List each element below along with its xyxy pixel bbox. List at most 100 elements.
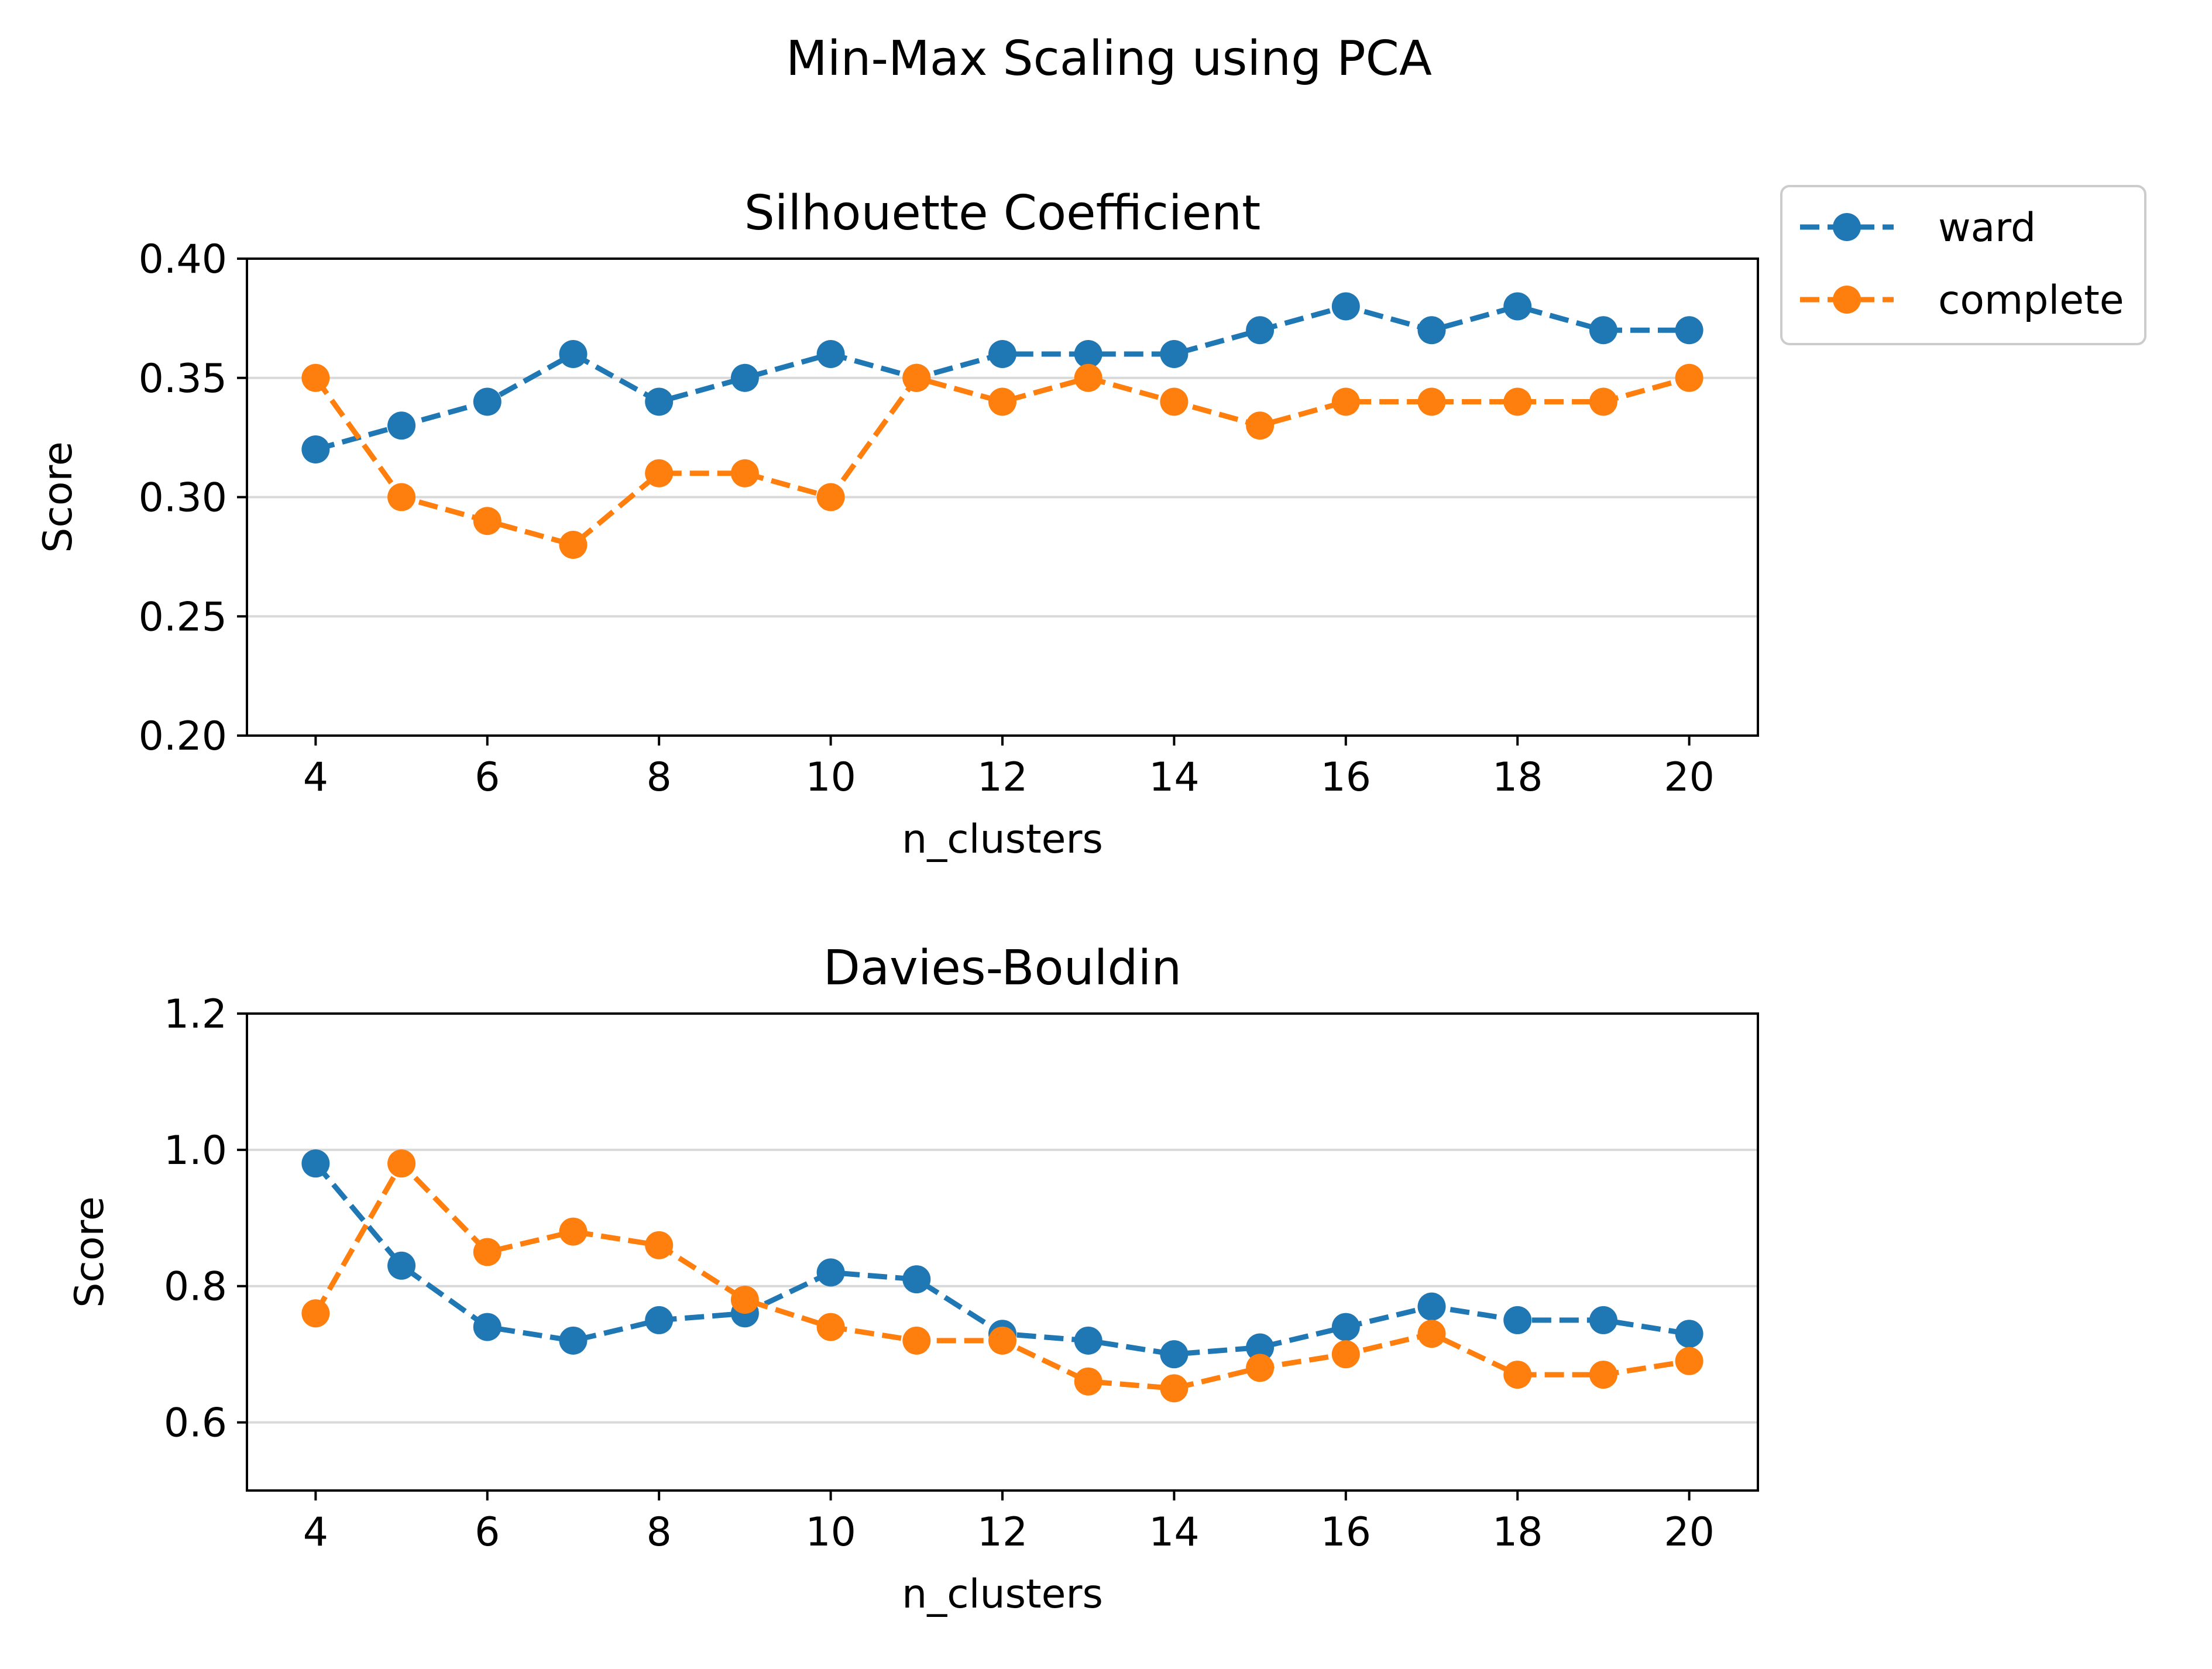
x-tick-label: 12: [977, 1509, 1028, 1555]
subplot-1: 4 6 8 10 12 14 16 18 20 0.20 0.25 0.30 0.35 0.40 Silho…: [35, 186, 1759, 863]
data-point-complete: [730, 459, 759, 487]
data-point-ward: [816, 340, 845, 368]
data-point-ward: [730, 363, 759, 392]
data-point-ward: [1074, 340, 1102, 368]
data-point-ward: [988, 340, 1016, 368]
data-point-ward: [1074, 1326, 1102, 1355]
legend-label-ward: ward: [1938, 205, 2036, 251]
x-tick-label: 18: [1492, 754, 1543, 801]
data-point-complete: [902, 363, 931, 392]
data-point-complete: [1074, 1367, 1102, 1396]
data-point-complete: [645, 1231, 674, 1259]
y-axis-label: Score: [35, 441, 81, 552]
x-tick-label: 8: [647, 754, 672, 801]
x-tick-label: 14: [1149, 1509, 1200, 1555]
subplot-title: Davies-Bouldin: [823, 940, 1182, 996]
y-tick-label: 1.2: [164, 991, 227, 1038]
data-point-ward: [1246, 316, 1275, 345]
data-point-ward: [1417, 1292, 1446, 1321]
data-point-complete: [816, 1313, 845, 1341]
axes-layer: 4 6 8 10 12 14 16 18 20 0.20 0.25 0.30 0.35 0.40 Silho…: [35, 186, 1759, 1618]
x-tick-label: 12: [977, 754, 1028, 801]
data-point-complete: [645, 459, 674, 487]
x-tick-label: 4: [303, 754, 328, 801]
x-tick-label: 20: [1664, 1509, 1715, 1555]
data-point-ward: [816, 1258, 845, 1287]
x-tick-label: 18: [1492, 1509, 1543, 1555]
y-tick-label: 0.40: [139, 236, 227, 283]
data-point-ward: [1331, 1313, 1360, 1341]
x-tick-label: 6: [475, 1509, 500, 1555]
x-tick-label: 14: [1149, 754, 1200, 801]
y-tick-label: 1.0: [164, 1128, 227, 1174]
legend: ward complete: [1780, 185, 2146, 345]
y-axis-label: Score: [67, 1196, 113, 1307]
data-point-complete: [1417, 387, 1446, 416]
x-axis-label: n_clusters: [902, 816, 1103, 863]
data-point-complete: [559, 1217, 588, 1246]
data-point-complete: [816, 483, 845, 511]
data-point-ward: [1160, 340, 1189, 368]
legend-label-complete: complete: [1938, 277, 2124, 324]
data-point-ward: [1160, 1340, 1189, 1369]
data-point-complete: [1589, 387, 1617, 416]
data-point-ward: [645, 387, 674, 416]
x-axis-label: n_clusters: [902, 1571, 1103, 1618]
data-point-complete: [902, 1326, 931, 1355]
data-point-complete: [473, 507, 502, 535]
y-tick-label: 0.6: [164, 1400, 227, 1447]
x-tick-label: 16: [1321, 754, 1372, 801]
data-point-ward: [1503, 292, 1532, 321]
data-point-complete: [1503, 387, 1532, 416]
data-point-ward: [559, 1326, 588, 1355]
y-tick-label: 0.25: [139, 594, 227, 640]
data-point-complete: [387, 1149, 416, 1178]
data-point-ward: [1589, 316, 1617, 345]
data-point-ward: [1503, 1306, 1532, 1334]
data-point-ward: [1675, 1320, 1703, 1348]
x-tick-label: 10: [805, 1509, 856, 1555]
data-point-complete: [301, 363, 330, 392]
data-point-ward: [387, 411, 416, 440]
data-point-complete: [1675, 363, 1703, 392]
data-point-complete: [1331, 387, 1360, 416]
data-point-ward: [1246, 1333, 1275, 1362]
data-point-ward: [645, 1306, 674, 1334]
y-tick-label: 0.35: [139, 356, 227, 402]
y-tick-label: 0.20: [139, 713, 227, 760]
y-tick-label: 0.8: [164, 1264, 227, 1310]
data-point-complete: [730, 1286, 759, 1314]
data-point-complete: [559, 531, 588, 559]
x-tick-label: 16: [1321, 1509, 1372, 1555]
data-point-ward: [1331, 292, 1360, 321]
data-point-complete: [1675, 1347, 1703, 1375]
data-point-complete: [1331, 1340, 1360, 1369]
data-point-ward: [473, 387, 502, 416]
data-point-complete: [1160, 387, 1189, 416]
data-point-ward: [473, 1313, 502, 1341]
subplot-title: Silhouette Coefficient: [744, 186, 1261, 241]
data-point-complete: [1160, 1374, 1189, 1403]
figure-title: Min-Max Scaling using PCA: [786, 31, 1432, 87]
data-point-complete: [1246, 411, 1275, 440]
data-point-complete: [1503, 1361, 1532, 1389]
data-point-complete: [988, 1326, 1016, 1355]
data-point-complete: [1417, 1320, 1446, 1348]
legend-marker-ward: [1833, 213, 1861, 241]
x-tick-label: 10: [805, 754, 856, 801]
data-point-complete: [1589, 1361, 1617, 1389]
data-point-ward: [1675, 316, 1703, 345]
data-point-ward: [559, 340, 588, 368]
data-point-complete: [1074, 363, 1102, 392]
data-point-complete: [1246, 1354, 1275, 1382]
x-tick-label: 6: [475, 754, 500, 801]
legend-marker-complete: [1833, 286, 1861, 314]
y-tick-label: 0.30: [139, 475, 227, 521]
data-point-ward: [902, 1265, 931, 1294]
x-tick-label: 20: [1664, 754, 1715, 801]
subplot-2: 4 6 8 10 12 14 16 18 20 0.6 0.8 1.0 1.2 Davies-Bouldi…: [67, 940, 1759, 1618]
x-tick-label: 8: [647, 1509, 672, 1555]
data-point-ward: [1417, 316, 1446, 345]
data-point-complete: [473, 1238, 502, 1266]
